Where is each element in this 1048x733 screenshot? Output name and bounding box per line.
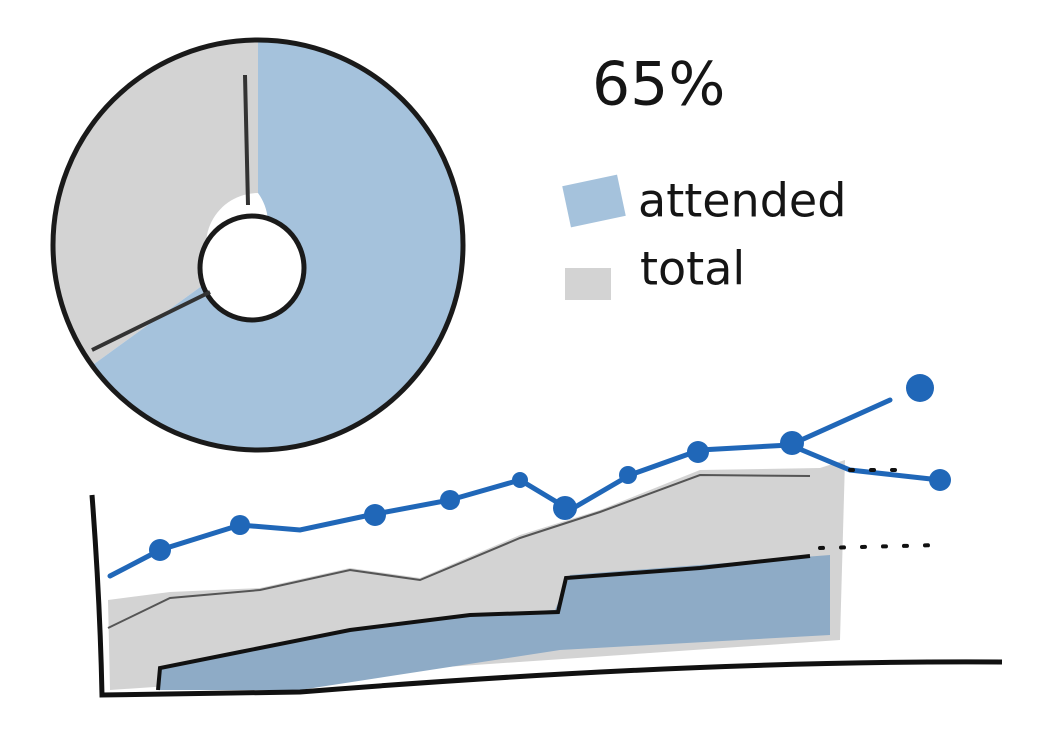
legend-swatch-attended [562, 174, 626, 228]
legend-label: attended [638, 174, 846, 228]
blue-area [160, 555, 830, 690]
area-chart [89, 374, 1003, 698]
donut-divider [91, 74, 250, 352]
blue-dots [149, 374, 951, 561]
donut-hole [197, 213, 307, 323]
donut [50, 37, 466, 453]
dark-line [156, 554, 811, 691]
donut-outline [50, 37, 466, 453]
axes [89, 494, 1003, 698]
gray-line [107, 473, 811, 629]
dotted-projection [818, 468, 942, 550]
percent-label: 65% [592, 50, 725, 120]
blue-line [107, 397, 893, 579]
donut-gray-segment [52, 39, 259, 366]
legend-swatch-total [565, 268, 611, 300]
legend-label: total [640, 242, 745, 296]
